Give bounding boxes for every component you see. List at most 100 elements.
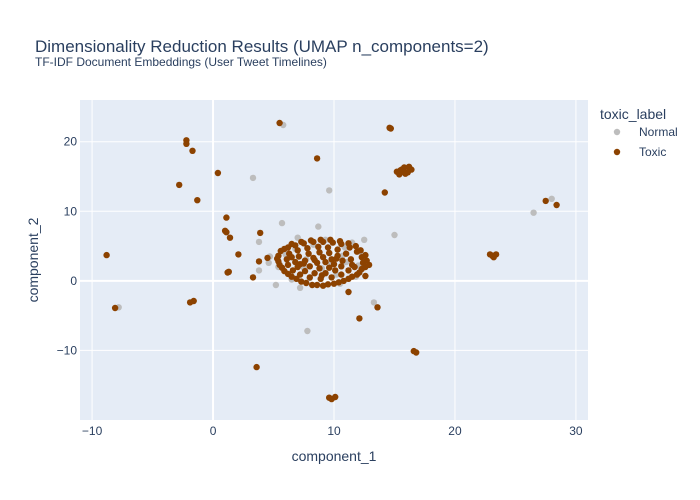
data-point-toxic (288, 273, 295, 280)
legend-item-normal[interactable]: Normal (613, 125, 678, 139)
data-point-toxic (345, 267, 352, 274)
legend: toxic_label Normal Toxic (600, 106, 678, 159)
data-point-toxic (311, 270, 318, 277)
legend-marker-normal (613, 128, 621, 136)
data-point-toxic (356, 269, 363, 276)
y-tick-label: 20 (64, 135, 78, 149)
data-point-toxic (298, 278, 305, 285)
data-point-toxic (319, 282, 327, 289)
data-point-normal (265, 259, 272, 266)
data-point-toxic (223, 214, 230, 221)
data-point-toxic (319, 254, 327, 261)
data-point-toxic (295, 253, 303, 260)
data-point-toxic (214, 169, 222, 177)
y-axis-title: component_2 (25, 217, 41, 302)
data-point-normal (361, 236, 368, 243)
data-point-toxic (356, 315, 363, 322)
data-point-toxic (340, 277, 347, 285)
y-tick-label: 0 (70, 274, 77, 288)
data-point-normal (296, 284, 304, 291)
data-point-toxic (289, 267, 297, 274)
data-point-toxic (374, 304, 381, 311)
data-point-toxic (553, 201, 560, 209)
data-point-toxic (352, 242, 359, 250)
series-toxic (103, 119, 560, 403)
data-point-toxic (357, 247, 364, 254)
data-point-toxic (304, 245, 311, 252)
data-point-toxic (326, 249, 333, 257)
data-point-toxic (362, 272, 369, 280)
data-point-normal (294, 234, 301, 241)
data-point-toxic (345, 240, 352, 247)
data-point-toxic (176, 181, 183, 189)
data-point-toxic (328, 256, 335, 263)
data-point-toxic (306, 263, 313, 270)
chart-subtitle: TF-IDF Document Embeddings (User Tweet T… (35, 55, 327, 69)
data-point-toxic (235, 251, 242, 258)
y-tick-label: −10 (57, 343, 78, 357)
legend-marker-toxic (613, 148, 621, 156)
data-point-normal (278, 219, 286, 227)
data-point-toxic (316, 249, 323, 256)
data-point-toxic (307, 237, 315, 244)
legend-title: toxic_label (600, 106, 666, 122)
data-point-toxic (313, 155, 321, 162)
data-point-normal (272, 281, 280, 289)
data-point-toxic (293, 275, 300, 282)
data-point-normal (370, 299, 378, 306)
data-point-toxic (324, 244, 332, 251)
data-point-normal (530, 209, 537, 216)
data-point-toxic (324, 281, 332, 288)
data-point-toxic (255, 258, 263, 265)
data-point-toxic (305, 250, 312, 257)
data-point-toxic (332, 267, 339, 274)
data-point-toxic (111, 304, 119, 312)
data-point-normal (255, 238, 263, 246)
data-point-toxic (296, 271, 304, 278)
x-tick-label: 10 (327, 424, 341, 438)
x-tick-label: 0 (210, 424, 217, 438)
data-point-toxic (348, 273, 356, 280)
data-point-toxic (224, 269, 231, 276)
data-point-toxic (333, 255, 340, 262)
data-point-toxic (336, 238, 344, 245)
data-point-toxic (288, 240, 295, 248)
data-point-toxic (311, 256, 318, 264)
data-point-toxic (281, 245, 288, 253)
data-point-toxic (189, 147, 196, 154)
legend-item-toxic[interactable]: Toxic (613, 145, 667, 159)
data-point-toxic (365, 261, 373, 269)
data-point-toxic (298, 238, 305, 246)
data-point-toxic (351, 263, 358, 271)
data-point-toxic (309, 281, 316, 289)
data-point-toxic (334, 246, 341, 253)
data-point-toxic (386, 124, 393, 131)
data-point-toxic (303, 279, 310, 287)
data-point-toxic (296, 261, 304, 268)
data-point-normal (315, 223, 322, 230)
data-point-toxic (330, 261, 338, 268)
data-point-normal (249, 174, 257, 182)
x-tick-label: 20 (448, 424, 462, 438)
data-point-toxic (339, 257, 346, 264)
data-point-toxic (253, 363, 260, 371)
data-point-toxic (226, 234, 234, 241)
x-tick-label: 30 (569, 424, 583, 438)
data-point-toxic (542, 197, 549, 205)
data-point-toxic (328, 274, 335, 281)
x-axis-title: component_1 (292, 448, 377, 464)
data-point-toxic (294, 247, 301, 254)
data-point-toxic (490, 254, 497, 261)
data-point-toxic (315, 243, 322, 250)
data-point-toxic (362, 251, 369, 259)
data-point-toxic (342, 250, 350, 257)
data-point-toxic (249, 274, 257, 281)
data-point-toxic (288, 254, 295, 261)
data-point-toxic (381, 189, 388, 196)
data-point-toxic (317, 236, 324, 243)
data-point-toxic (183, 140, 190, 147)
x-tick-label: −10 (82, 424, 103, 438)
data-point-toxic (335, 279, 342, 286)
data-point-toxic (223, 229, 230, 236)
